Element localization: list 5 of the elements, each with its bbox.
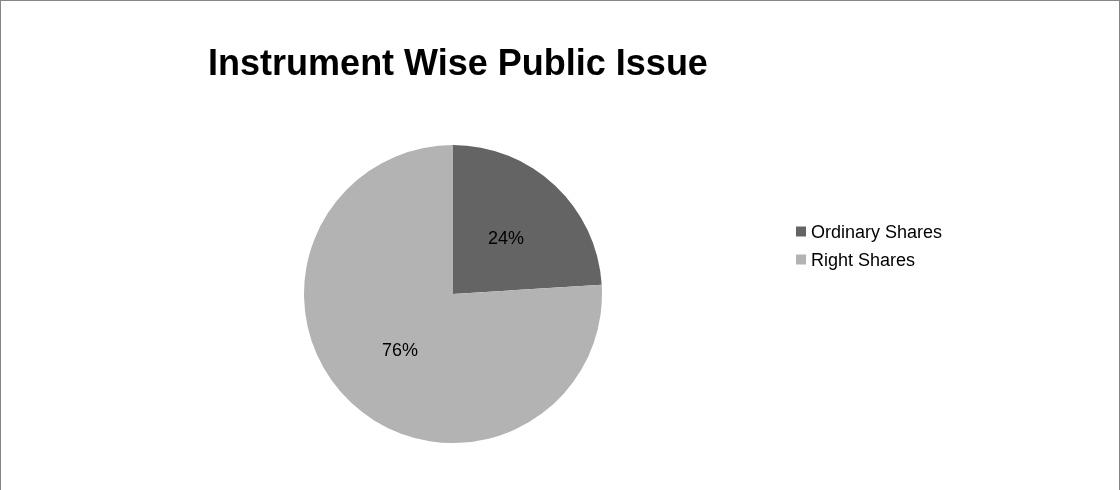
data-label: 76% <box>381 340 418 361</box>
data-label: 24% <box>488 227 525 248</box>
legend-label: Ordinary Shares <box>811 221 943 242</box>
legend-label: Right Shares <box>811 249 916 270</box>
chart-title: Instrument Wise Public Issue <box>208 41 708 83</box>
